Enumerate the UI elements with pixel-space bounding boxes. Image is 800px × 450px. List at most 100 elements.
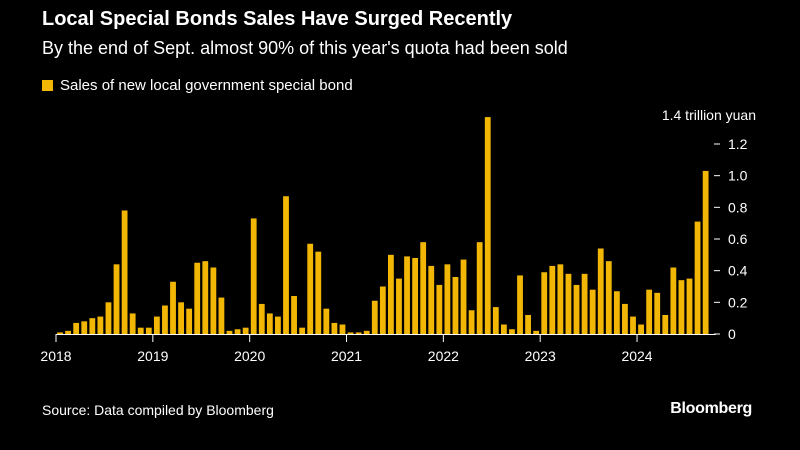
bar xyxy=(420,242,427,334)
x-tick-label: 2024 xyxy=(621,348,652,364)
source-note: Source: Data compiled by Bloomberg xyxy=(42,402,274,418)
bar xyxy=(678,280,685,334)
bar xyxy=(121,210,128,334)
bar xyxy=(605,261,612,334)
bar xyxy=(565,273,572,334)
bar xyxy=(105,302,112,334)
bar xyxy=(347,332,354,334)
bar xyxy=(436,284,443,334)
bar xyxy=(73,322,80,334)
bar xyxy=(452,277,459,334)
bar xyxy=(137,327,144,334)
bar xyxy=(379,286,386,334)
bar xyxy=(404,256,410,334)
legend-swatch xyxy=(42,80,53,91)
bar xyxy=(242,327,249,334)
bar xyxy=(323,308,330,334)
bar xyxy=(202,261,209,334)
x-tick-label: 2018 xyxy=(40,348,71,364)
bar xyxy=(331,322,338,334)
bar xyxy=(81,321,88,334)
bar xyxy=(250,218,257,334)
bar xyxy=(686,278,693,334)
y-tick-label: 1.2 xyxy=(728,136,748,152)
bar xyxy=(291,296,297,334)
x-tick-label: 2023 xyxy=(525,348,556,364)
bar xyxy=(444,264,451,334)
bar xyxy=(57,332,63,334)
legend-label: Sales of new local government special bo… xyxy=(60,77,353,94)
bar xyxy=(492,307,499,334)
bar xyxy=(396,278,402,334)
bar xyxy=(525,315,531,334)
bar xyxy=(218,297,225,334)
bar xyxy=(275,316,281,334)
y-axis-unit-label: 1.4 trillion yuan xyxy=(662,107,756,123)
bar xyxy=(702,170,709,334)
bar xyxy=(194,262,201,334)
bar xyxy=(388,254,394,334)
bar xyxy=(622,303,628,334)
chart-title: Local Special Bonds Sales Have Surged Re… xyxy=(42,8,513,30)
x-tick-label: 2019 xyxy=(137,348,168,364)
bar xyxy=(226,330,233,334)
legend: Sales of new local government special bo… xyxy=(42,77,353,94)
bar xyxy=(428,265,435,334)
bar xyxy=(589,289,596,334)
bar xyxy=(694,221,701,334)
y-tick-label: 1.0 xyxy=(728,168,748,184)
bloomberg-logo: Bloomberg xyxy=(670,400,752,417)
y-tick-label: 0.8 xyxy=(728,199,748,215)
bar xyxy=(339,324,346,334)
bar xyxy=(186,308,193,334)
bar xyxy=(517,275,523,334)
bar xyxy=(97,316,104,334)
bar xyxy=(500,324,507,334)
bar xyxy=(283,196,289,334)
bar xyxy=(460,259,467,334)
bar xyxy=(307,243,314,334)
chart-subtitle: By the end of Sept. almost 90% of this y… xyxy=(42,38,568,58)
bar xyxy=(670,267,677,334)
bar xyxy=(153,316,160,334)
bar xyxy=(468,310,475,334)
bar xyxy=(234,329,241,334)
bar xyxy=(315,251,322,334)
y-tick-label: 0.6 xyxy=(728,231,748,247)
bar xyxy=(266,313,273,334)
bar xyxy=(178,302,184,334)
bar xyxy=(541,272,548,334)
bar xyxy=(129,313,136,334)
bar xyxy=(89,318,96,334)
bar xyxy=(557,264,564,334)
bar xyxy=(145,327,152,334)
bar xyxy=(355,332,362,334)
x-tick-label: 2021 xyxy=(331,348,362,364)
bar xyxy=(476,242,483,334)
x-tick-label: 2020 xyxy=(234,348,265,364)
bar xyxy=(371,300,378,334)
bar xyxy=(484,117,491,334)
bar xyxy=(613,291,620,334)
y-tick-label: 0.4 xyxy=(728,263,748,279)
bar xyxy=(258,303,265,334)
bar xyxy=(662,315,669,334)
bar xyxy=(363,330,370,334)
bar xyxy=(509,329,515,334)
bar xyxy=(162,305,168,334)
bar xyxy=(573,284,580,334)
bar xyxy=(597,248,604,334)
bar xyxy=(638,324,644,334)
bar xyxy=(113,264,120,334)
y-tick-label: 0.2 xyxy=(728,294,748,310)
bar xyxy=(654,292,661,334)
x-tick-label: 2022 xyxy=(428,348,459,364)
bar xyxy=(65,330,71,334)
bar xyxy=(646,289,653,334)
bar xyxy=(299,327,306,334)
bar xyxy=(533,330,540,334)
bar xyxy=(630,316,636,334)
bar xyxy=(210,267,217,334)
y-tick-label: 0 xyxy=(728,326,736,342)
